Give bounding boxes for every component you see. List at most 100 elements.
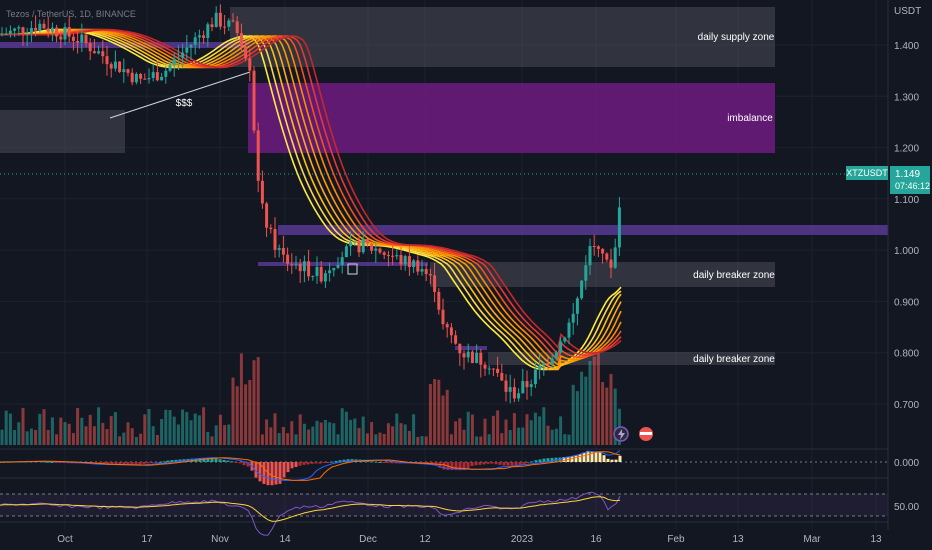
candle-body xyxy=(294,263,298,265)
candle-body xyxy=(4,34,8,36)
osc-histogram-bar xyxy=(54,462,58,463)
volume-bar xyxy=(143,414,147,445)
candle-body xyxy=(466,351,470,358)
osc-histogram-bar xyxy=(470,462,474,467)
osc-histogram-bar xyxy=(610,459,614,462)
volume-bar xyxy=(601,382,605,445)
volume-bar xyxy=(286,433,290,445)
ma-line xyxy=(0,28,622,371)
volume-bar xyxy=(512,413,516,445)
volume-bar xyxy=(340,408,344,445)
candle-body xyxy=(550,358,554,365)
time-tick-label: Nov xyxy=(211,534,229,545)
osc-histogram-bar xyxy=(478,462,482,465)
candle-body xyxy=(445,324,449,328)
candle-body xyxy=(189,44,193,48)
volume-bars xyxy=(0,348,621,445)
candle-body xyxy=(617,207,621,248)
osc-histogram-bar xyxy=(534,460,538,462)
candle-body xyxy=(319,266,323,282)
volume-bar xyxy=(76,407,80,445)
candle-body xyxy=(361,238,365,253)
volume-bar xyxy=(563,434,567,445)
volume-bar xyxy=(542,407,546,445)
candle-body xyxy=(130,72,134,83)
volume-bar xyxy=(584,376,588,445)
volume-bar xyxy=(475,436,479,445)
candle-body xyxy=(546,362,550,365)
volume-bar xyxy=(101,422,105,445)
candle-body xyxy=(109,64,113,69)
osc-histogram-bar xyxy=(202,458,206,462)
candle-body xyxy=(185,47,189,53)
osc-histogram-bar xyxy=(586,450,590,462)
candle-body xyxy=(206,24,210,38)
volume-bar xyxy=(134,436,138,445)
ma-line xyxy=(0,28,622,369)
volume-bar xyxy=(559,416,563,445)
osc-histogram-bar xyxy=(154,462,158,463)
candle-body xyxy=(55,27,59,37)
rsi-signal-line xyxy=(0,496,621,522)
time-tick-label: 14 xyxy=(279,534,291,545)
candle-body xyxy=(214,12,218,28)
candle-body xyxy=(525,381,529,388)
candle-body xyxy=(462,353,466,358)
osc-histogram-bar xyxy=(254,462,258,478)
candle-body xyxy=(155,72,159,81)
osc-histogram-bar xyxy=(526,462,530,463)
osc-histogram-bar xyxy=(50,462,54,463)
volume-bar xyxy=(189,420,193,445)
candle-body xyxy=(479,352,483,365)
liquidity-line xyxy=(109,71,251,119)
candle-body xyxy=(458,343,462,354)
imbalance-label: imbalance xyxy=(727,113,773,124)
candle-body xyxy=(328,270,332,274)
osc-histogram-bar xyxy=(490,462,494,464)
candle-body xyxy=(269,227,273,230)
candle-body xyxy=(395,255,399,257)
volume-bar xyxy=(164,409,168,445)
osc-histogram-bar xyxy=(142,462,146,464)
purple-band-mid xyxy=(278,225,888,235)
price-axis-unit: USDT xyxy=(894,6,921,17)
volume-bar xyxy=(29,428,33,445)
volume-bar xyxy=(550,429,554,445)
volume-bar xyxy=(529,420,533,445)
osc-histogram-bar xyxy=(310,462,314,464)
price-tick-label: 1.400 xyxy=(894,41,919,52)
candle-body xyxy=(88,43,92,52)
osc-histogram-bar xyxy=(590,451,594,462)
volume-bar xyxy=(441,395,445,445)
volume-bar xyxy=(546,425,550,445)
volume-bar xyxy=(412,414,416,445)
rsi-band xyxy=(0,494,888,516)
volume-bar xyxy=(420,436,424,445)
candle-body xyxy=(92,51,96,54)
candle-body xyxy=(80,34,84,43)
candle-body xyxy=(357,241,361,253)
osc-histogram-bar xyxy=(594,451,598,462)
volume-bar xyxy=(416,436,420,445)
volume-bar xyxy=(34,430,38,445)
volume-bar xyxy=(374,434,378,445)
volume-bar xyxy=(172,416,176,445)
candle-body xyxy=(164,70,168,77)
candle-body xyxy=(508,387,512,392)
volume-bar xyxy=(21,407,25,445)
osc-histogram-bar xyxy=(382,462,386,463)
supply-zone-label: daily supply zone xyxy=(698,32,775,43)
volume-bar xyxy=(466,411,470,445)
volume-bar xyxy=(521,427,525,445)
volume-bar xyxy=(71,433,75,445)
candle-body xyxy=(386,254,390,256)
candle-body xyxy=(500,372,504,381)
volume-bar xyxy=(88,414,92,445)
volume-bar xyxy=(206,431,210,445)
candle-body xyxy=(588,246,592,266)
osc-histogram-bar xyxy=(386,462,390,463)
candle-body xyxy=(399,255,403,265)
volume-bar xyxy=(437,379,441,445)
candle-body xyxy=(252,70,256,131)
